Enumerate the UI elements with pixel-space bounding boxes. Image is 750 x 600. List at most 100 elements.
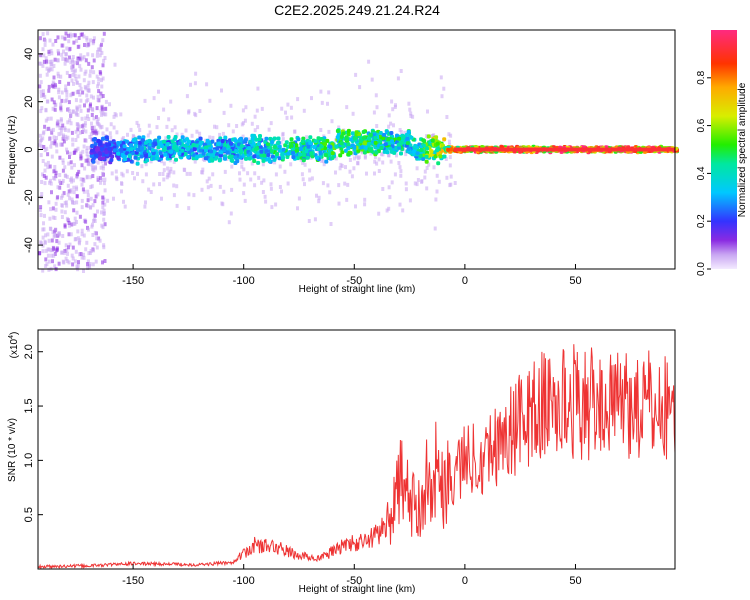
- noise-speck: [41, 249, 45, 254]
- noise-speck: [103, 177, 107, 182]
- band-cell: [316, 147, 321, 151]
- noise-speck: [147, 187, 151, 192]
- noise-speck: [82, 233, 86, 238]
- noise-speck: [59, 106, 63, 111]
- noise-speck: [78, 92, 82, 97]
- noise-speck: [38, 36, 42, 41]
- noise-speck: [114, 169, 118, 174]
- noise-speck: [72, 151, 76, 155]
- noise-speck: [401, 208, 405, 213]
- noise-speck: [135, 120, 139, 125]
- noise-speck: [100, 78, 103, 83]
- noise-speck: [297, 196, 301, 201]
- noise-speck: [157, 116, 160, 120]
- noise-speck: [84, 69, 88, 74]
- band-cell: [341, 144, 346, 149]
- noise-speck: [244, 105, 248, 110]
- noise-speck: [85, 93, 89, 98]
- band-cell: [247, 156, 252, 161]
- band-cell: [388, 146, 393, 151]
- noise-speck: [146, 133, 150, 138]
- noise-speck: [320, 158, 324, 163]
- band-cell: [191, 143, 196, 147]
- noise-speck: [293, 129, 297, 134]
- noise-speck: [71, 58, 74, 63]
- noise-speck: [41, 227, 45, 232]
- colorbar-ticks: 0.0 0.2 0.4 0.6 0.8: [696, 70, 711, 276]
- band-cell: [169, 149, 174, 154]
- noise-speck: [62, 49, 65, 54]
- noise-speck: [334, 156, 338, 161]
- noise-speck: [53, 57, 57, 62]
- noise-speck: [82, 144, 86, 149]
- band-cell: [251, 141, 256, 146]
- band-cell: [256, 160, 261, 165]
- noise-speck: [51, 259, 54, 264]
- band-cell: [125, 139, 129, 144]
- noise-speck: [100, 177, 104, 182]
- band-cell: [270, 140, 275, 144]
- noise-speck: [52, 253, 56, 258]
- noise-speck: [79, 252, 83, 256]
- noise-speck: [246, 171, 250, 176]
- noise-speck: [76, 58, 80, 63]
- noise-speck: [77, 74, 81, 79]
- noise-speck: [82, 128, 86, 133]
- noise-speck: [449, 174, 453, 179]
- noise-speck: [93, 165, 97, 170]
- noise-speck: [52, 247, 56, 252]
- noise-speck: [375, 105, 379, 110]
- noise-speck: [114, 113, 118, 118]
- noise-speck: [71, 109, 75, 114]
- noise-speck: [104, 106, 108, 111]
- noise-speck: [63, 210, 67, 215]
- noise-speck: [145, 146, 149, 151]
- band-cell: [150, 148, 155, 153]
- band-cell: [192, 147, 197, 152]
- noise-speck: [46, 31, 50, 36]
- noise-speck: [75, 200, 79, 205]
- noise-speck: [50, 51, 54, 56]
- noise-speck: [338, 166, 342, 171]
- band-cell: [283, 143, 288, 148]
- band-cell: [185, 147, 190, 151]
- band-cell: [239, 148, 243, 153]
- noise-speck: [47, 88, 51, 93]
- noise-speck: [91, 222, 94, 227]
- noise-speck: [60, 52, 64, 57]
- noise-speck: [79, 108, 83, 113]
- noise-speck: [50, 97, 54, 102]
- noise-speck: [337, 201, 341, 206]
- noise-speck: [104, 161, 107, 166]
- noise-speck: [89, 175, 93, 180]
- band-cell: [257, 142, 261, 146]
- noise-speck: [256, 125, 260, 130]
- band-cell: [334, 144, 339, 149]
- noise-speck: [329, 222, 333, 226]
- noise-speck: [307, 219, 311, 223]
- noise-speck: [53, 141, 57, 146]
- noise-speck: [192, 193, 196, 198]
- band-cell: [421, 143, 426, 148]
- noise-speck: [89, 132, 93, 137]
- y-tick-label: -20: [23, 189, 35, 205]
- band-cell: [374, 150, 379, 155]
- noise-speck: [322, 162, 326, 167]
- noise-speck: [72, 33, 75, 38]
- band-cell: [133, 144, 138, 148]
- noise-speck: [48, 137, 51, 142]
- noise-speck: [373, 159, 377, 164]
- band-cell: [361, 130, 366, 134]
- noise-speck: [48, 164, 52, 169]
- noise-speck: [69, 160, 73, 165]
- noise-speck: [53, 252, 57, 256]
- noise-speck: [55, 239, 59, 244]
- noise-speck: [84, 129, 88, 134]
- band-cell: [204, 148, 208, 153]
- band-cell: [194, 143, 199, 148]
- noise-speck: [61, 123, 65, 128]
- noise-speck: [103, 56, 107, 60]
- noise-speck: [75, 194, 79, 199]
- noise-speck: [50, 141, 54, 146]
- band-cell: [127, 153, 132, 158]
